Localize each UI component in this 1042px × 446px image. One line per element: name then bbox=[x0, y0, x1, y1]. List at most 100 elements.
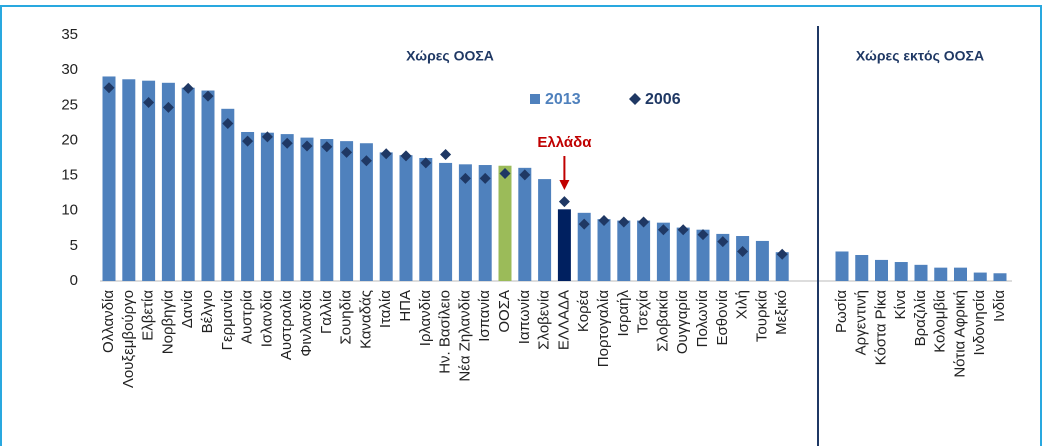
legend-label: 2013 bbox=[545, 91, 581, 108]
marker-2006 bbox=[341, 146, 353, 158]
marker-2006 bbox=[360, 155, 372, 167]
x-tick-label: ΕΛΛΑΔΑ bbox=[555, 290, 572, 350]
bar bbox=[359, 143, 373, 281]
x-tick-label: Ισπανία bbox=[476, 290, 493, 342]
marker-2006 bbox=[103, 82, 115, 94]
bar bbox=[320, 139, 334, 281]
bar bbox=[775, 252, 789, 281]
marker-2006 bbox=[162, 101, 174, 113]
x-tick-label: Ρωσία bbox=[833, 290, 850, 333]
group-title: Χώρες εκτός ΟΟΣΑ bbox=[856, 48, 984, 64]
marker-2006 bbox=[638, 216, 650, 228]
marker-2006 bbox=[301, 140, 313, 152]
x-tick-label: Ινδία bbox=[991, 290, 1008, 322]
x-tick-label: Γερμανία bbox=[219, 290, 236, 351]
bar bbox=[716, 233, 730, 281]
x-tick-label: Μεξικό bbox=[773, 290, 790, 335]
bar bbox=[696, 229, 710, 281]
bar bbox=[181, 87, 195, 281]
x-tick-label: Τσεχία bbox=[635, 290, 652, 334]
y-tick-label: 30 bbox=[61, 61, 78, 78]
marker-2006 bbox=[182, 82, 194, 94]
x-tick-label: Πορτογαλία bbox=[595, 290, 612, 368]
marker-2006 bbox=[479, 172, 491, 184]
x-tick-label: Χιλή bbox=[734, 290, 751, 319]
marker-2006 bbox=[380, 148, 392, 160]
bar bbox=[855, 254, 869, 281]
x-tick-label: Κολομβία bbox=[932, 290, 949, 353]
marker-2006 bbox=[776, 248, 788, 260]
bar bbox=[894, 262, 908, 281]
bar bbox=[557, 209, 571, 281]
x-tick-label: Ισραήλ bbox=[615, 290, 632, 337]
marker-2006 bbox=[558, 196, 570, 208]
marker-2006 bbox=[420, 157, 432, 169]
legend-label: 2006 bbox=[645, 91, 681, 108]
bar bbox=[498, 165, 512, 281]
marker-2006 bbox=[519, 169, 531, 181]
x-tick-label: Ουγγαρία bbox=[674, 290, 691, 354]
marker-2006 bbox=[440, 148, 452, 160]
bar bbox=[241, 131, 255, 281]
marker-2006 bbox=[202, 90, 214, 102]
marker-2006 bbox=[143, 96, 155, 108]
marker-2006 bbox=[400, 150, 412, 162]
marker-2006 bbox=[499, 167, 511, 179]
marker-2006 bbox=[677, 224, 689, 236]
x-tick-label: Γαλλία bbox=[318, 290, 335, 334]
x-tick-label: Καναδάς bbox=[357, 290, 374, 349]
x-tick-label: Αυστρία bbox=[239, 290, 256, 344]
x-tick-label: Ινδονησία bbox=[971, 290, 988, 356]
bar bbox=[835, 251, 849, 281]
x-tick-label: Νέα Ζηλανδία bbox=[456, 290, 473, 382]
bar bbox=[102, 76, 116, 282]
x-tick-label: Νορβηγία bbox=[159, 290, 176, 355]
x-tick-label: Ιταλία bbox=[377, 290, 394, 328]
bar bbox=[676, 227, 690, 281]
bar bbox=[755, 240, 769, 281]
x-tick-label: Ιρλανδία bbox=[417, 290, 434, 347]
bar bbox=[280, 134, 294, 281]
bar bbox=[973, 272, 987, 281]
x-tick-label: Πολωνία bbox=[694, 290, 711, 348]
y-tick-label: 0 bbox=[70, 272, 78, 289]
x-tick-label: Λουξεμβούργο bbox=[120, 290, 137, 388]
marker-2006 bbox=[222, 118, 234, 130]
bar bbox=[518, 167, 532, 281]
y-tick-label: 25 bbox=[61, 96, 78, 113]
bar bbox=[656, 222, 670, 281]
x-tick-label: Τουρκία bbox=[753, 290, 770, 342]
marker-2006 bbox=[657, 224, 669, 236]
bar bbox=[399, 155, 413, 281]
x-tick-label: Σουηδία bbox=[338, 290, 355, 345]
bar bbox=[201, 90, 215, 281]
bar bbox=[954, 267, 967, 281]
x-tick-label: Αυστραλία bbox=[278, 290, 295, 360]
bar bbox=[637, 220, 651, 281]
x-tick-label: Φινλανδία bbox=[298, 290, 315, 357]
bar bbox=[597, 219, 611, 281]
annotation: Ελλάδα bbox=[537, 134, 592, 151]
marker-2006 bbox=[281, 137, 293, 149]
x-tick-label: ΟΟΣΑ bbox=[496, 290, 513, 333]
marker-2006 bbox=[697, 229, 709, 241]
marker-2006 bbox=[578, 218, 590, 230]
x-tick-label: Βραζιλία bbox=[912, 290, 929, 347]
frame bbox=[0, 5, 1042, 446]
bar bbox=[934, 267, 948, 281]
bar bbox=[458, 164, 472, 281]
marker-2006 bbox=[737, 245, 749, 257]
bar bbox=[340, 141, 354, 281]
bar bbox=[379, 152, 393, 281]
bar bbox=[538, 179, 552, 281]
x-tick-label: Ολλανδία bbox=[100, 290, 117, 353]
x-tick-label: Αργεντινή bbox=[853, 290, 870, 355]
bar bbox=[478, 165, 492, 281]
legend-swatch bbox=[629, 93, 641, 105]
bar bbox=[260, 132, 274, 281]
y-tick-label: 20 bbox=[61, 131, 78, 148]
bar bbox=[875, 259, 888, 281]
bar bbox=[142, 80, 156, 281]
bar bbox=[439, 162, 453, 281]
